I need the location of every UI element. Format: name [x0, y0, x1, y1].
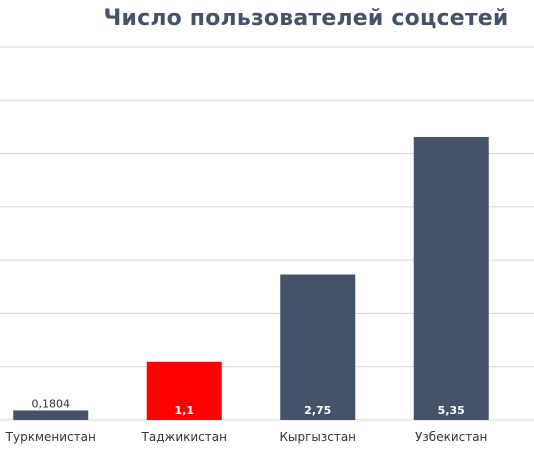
bar: [413, 136, 489, 420]
category-label: Таджикистан: [141, 430, 227, 444]
gridlines: [0, 46, 534, 421]
category-label: Туркменистан: [5, 430, 96, 444]
bar: [13, 410, 89, 420]
bar: [280, 274, 356, 420]
bars: [13, 136, 489, 420]
bar: [146, 361, 222, 420]
category-label: Узбекистан: [415, 430, 487, 444]
bar-value-label: 1,1: [175, 404, 195, 417]
chart-title: Число пользователей соцсетей: [103, 6, 509, 31]
bar-value-label: 2,75: [304, 404, 331, 417]
category-labels: Туркменистан Таджикистан Кыргызстан Узбекис…: [5, 430, 488, 444]
category-label: Кыргызстан: [279, 430, 356, 444]
value-labels: 0,1804 1,1 2,75 5,35: [32, 397, 465, 417]
bar-value-label: 0,1804: [32, 397, 71, 410]
bar-value-label: 5,35: [438, 404, 465, 417]
